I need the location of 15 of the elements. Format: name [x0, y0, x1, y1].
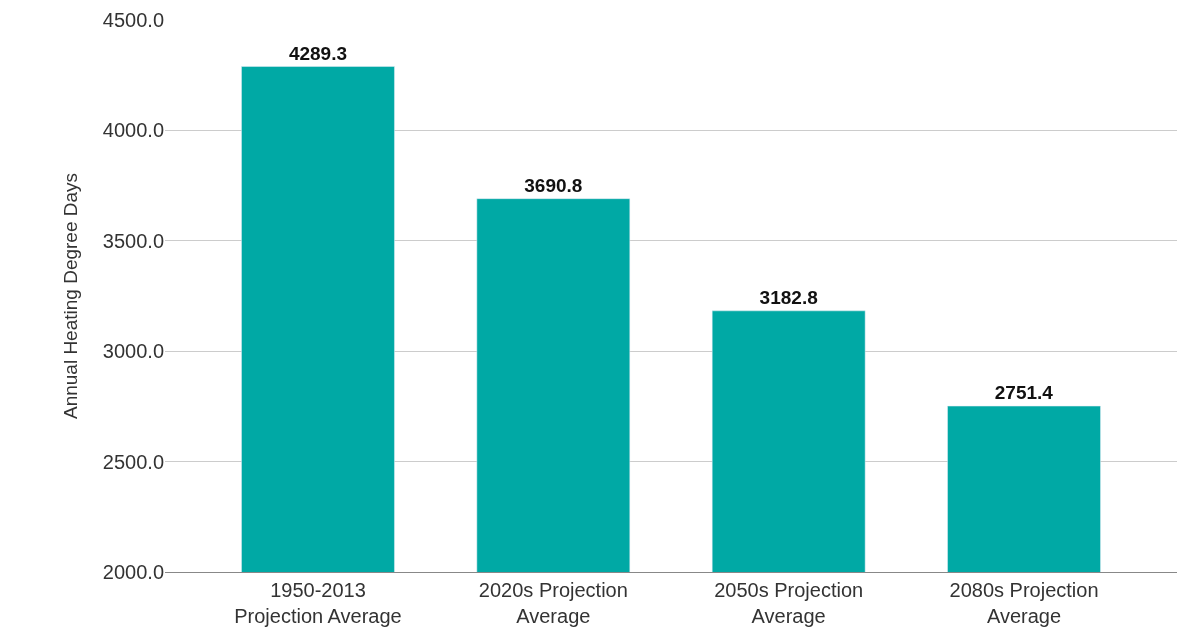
x-tick-label: 1950-2013 Projection Average — [234, 579, 402, 627]
y-tick-label: 4500.0 — [102, 9, 164, 31]
x-tick-label: 2050s Projection Average — [714, 579, 864, 627]
y-tick-label: 3000.0 — [102, 340, 164, 363]
data-label: 3182.8 — [759, 286, 818, 308]
x-tick-label: 2020s Projection Average — [478, 579, 628, 627]
x-tick-label: 2080s Projection Average — [949, 579, 1099, 627]
data-label: 2751.4 — [994, 382, 1054, 404]
y-tick-label: 2500.0 — [102, 450, 164, 473]
y-tick-label: 3500.0 — [102, 229, 164, 252]
y-tick-label: 2000.0 — [102, 561, 164, 583]
y-tick-label: 4000.0 — [102, 119, 164, 142]
data-label: 4289.3 — [288, 42, 348, 64]
data-label: 3690.8 — [524, 174, 583, 196]
y-axis-title: Annual Heating Degree Days — [59, 172, 81, 420]
